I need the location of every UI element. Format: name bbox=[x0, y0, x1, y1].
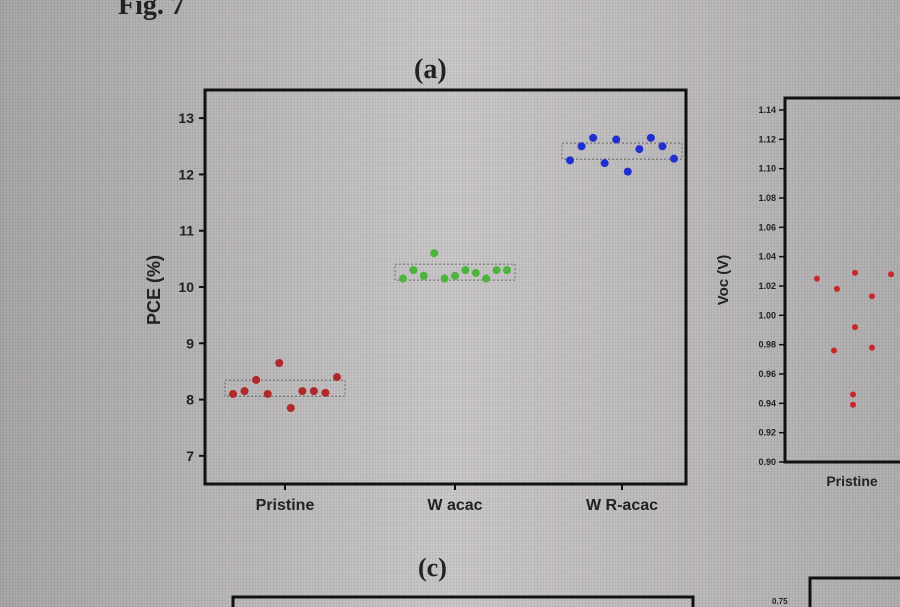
data-point-pristine bbox=[275, 358, 284, 367]
y-tick-label-b: 0.90 bbox=[758, 457, 776, 467]
data-point-pristine bbox=[286, 404, 295, 413]
data-point-voc-pristine bbox=[869, 344, 875, 351]
data-point-w-acac bbox=[440, 274, 449, 283]
y-tick-label-b: 0.98 bbox=[758, 340, 776, 350]
y-axis-label-a: PCE (%) bbox=[144, 255, 164, 325]
data-point-w-acac bbox=[482, 274, 491, 283]
data-point-w-r-acac bbox=[577, 142, 586, 151]
data-point-w-acac bbox=[492, 266, 501, 275]
data-point-voc-pristine bbox=[888, 271, 894, 278]
y-tick-label-b: 1.04 bbox=[758, 252, 776, 262]
plot-c-frame bbox=[231, 595, 695, 607]
data-point-pristine bbox=[229, 389, 237, 398]
plot-a-frame bbox=[203, 88, 688, 486]
plot-d-frame bbox=[808, 576, 900, 607]
data-point-voc-pristine bbox=[869, 293, 875, 300]
y-tick-label-b: 1.06 bbox=[758, 222, 776, 232]
data-point-w-r-acac bbox=[600, 159, 609, 168]
panel-c-label: (c) bbox=[418, 553, 447, 582]
data-point-voc-pristine bbox=[831, 347, 837, 354]
y-tick-label-a: 8 bbox=[186, 392, 194, 408]
y-tick-label-b: 0.94 bbox=[758, 398, 776, 408]
figure-label: Fig. 7 bbox=[118, 0, 185, 21]
data-point-voc-pristine bbox=[850, 401, 856, 408]
plot-d-tick: 0.75 bbox=[772, 597, 788, 606]
data-point-w-acac bbox=[503, 266, 511, 275]
data-point-pristine bbox=[321, 388, 330, 397]
y-tick-label-a: 11 bbox=[179, 223, 194, 239]
data-point-w-acac bbox=[461, 266, 470, 275]
y-tick-label-b: 1.12 bbox=[758, 134, 776, 144]
data-point-w-r-acac bbox=[635, 145, 644, 154]
data-point-pristine bbox=[309, 387, 318, 396]
data-point-pristine bbox=[240, 387, 249, 396]
plot-b-frame bbox=[783, 96, 900, 464]
box-0 bbox=[224, 379, 346, 397]
y-tick-label-b: 1.02 bbox=[758, 281, 776, 291]
y-tick-label-a: 9 bbox=[186, 335, 194, 351]
data-point-w-r-acac bbox=[658, 142, 667, 151]
panel-a-label: (a) bbox=[414, 54, 447, 85]
chart-b: 0.90 0.92 0.94 0.96 0.98 1.00 1.02 1.04 1.06 1.08… bbox=[758, 105, 894, 489]
data-point-voc-pristine bbox=[834, 285, 840, 292]
data-point-w-acac bbox=[451, 271, 459, 280]
data-point-pristine bbox=[263, 389, 272, 398]
data-point-voc-pristine bbox=[852, 324, 858, 331]
data-point-w-r-acac bbox=[646, 133, 655, 142]
data-point-w-r-acac bbox=[566, 156, 574, 165]
box-1 bbox=[394, 263, 516, 281]
y-tick-label-b: 1.14 bbox=[758, 105, 776, 115]
x-tick-label-b: Pristine bbox=[826, 473, 878, 489]
data-point-w-acac bbox=[409, 266, 418, 275]
data-point-w-r-acac bbox=[670, 154, 678, 163]
data-point-w-acac bbox=[419, 271, 428, 280]
data-point-voc-pristine bbox=[850, 391, 856, 398]
data-point-w-acac bbox=[471, 268, 480, 277]
data-point-w-r-acac bbox=[589, 133, 598, 142]
y-tick-label-b: 1.00 bbox=[758, 310, 776, 320]
data-point-pristine bbox=[298, 387, 307, 396]
y-tick-label-b: 1.10 bbox=[758, 164, 776, 174]
y-tick-label-a: 7 bbox=[186, 448, 194, 464]
x-tick-label-a: W R-acac bbox=[586, 497, 658, 514]
data-point-pristine bbox=[252, 375, 261, 384]
x-tick-label-a: W acac bbox=[427, 497, 482, 514]
data-point-w-acac bbox=[399, 274, 407, 283]
data-point-w-r-acac bbox=[612, 135, 621, 144]
data-point-voc-pristine bbox=[814, 275, 820, 282]
data-point-pristine bbox=[333, 373, 341, 382]
data-point-w-acac bbox=[430, 249, 439, 258]
y-axis-label-b: Voc (V) bbox=[715, 255, 732, 306]
x-tick-label-a: Pristine bbox=[256, 497, 315, 514]
chart-a: 7 8 9 10 11 12 13 Pristine W acac W R-acac bbox=[178, 110, 683, 514]
data-point-voc-pristine bbox=[852, 269, 858, 276]
y-tick-label-a: 12 bbox=[178, 166, 194, 182]
y-tick-label-a: 13 bbox=[178, 110, 194, 126]
y-tick-label-b: 0.96 bbox=[758, 369, 776, 379]
data-point-w-r-acac bbox=[623, 167, 632, 176]
box-2 bbox=[561, 142, 683, 160]
y-tick-label-b: 1.08 bbox=[758, 193, 776, 203]
y-tick-label-b: 0.92 bbox=[758, 428, 776, 438]
y-tick-label-a: 10 bbox=[178, 279, 194, 295]
